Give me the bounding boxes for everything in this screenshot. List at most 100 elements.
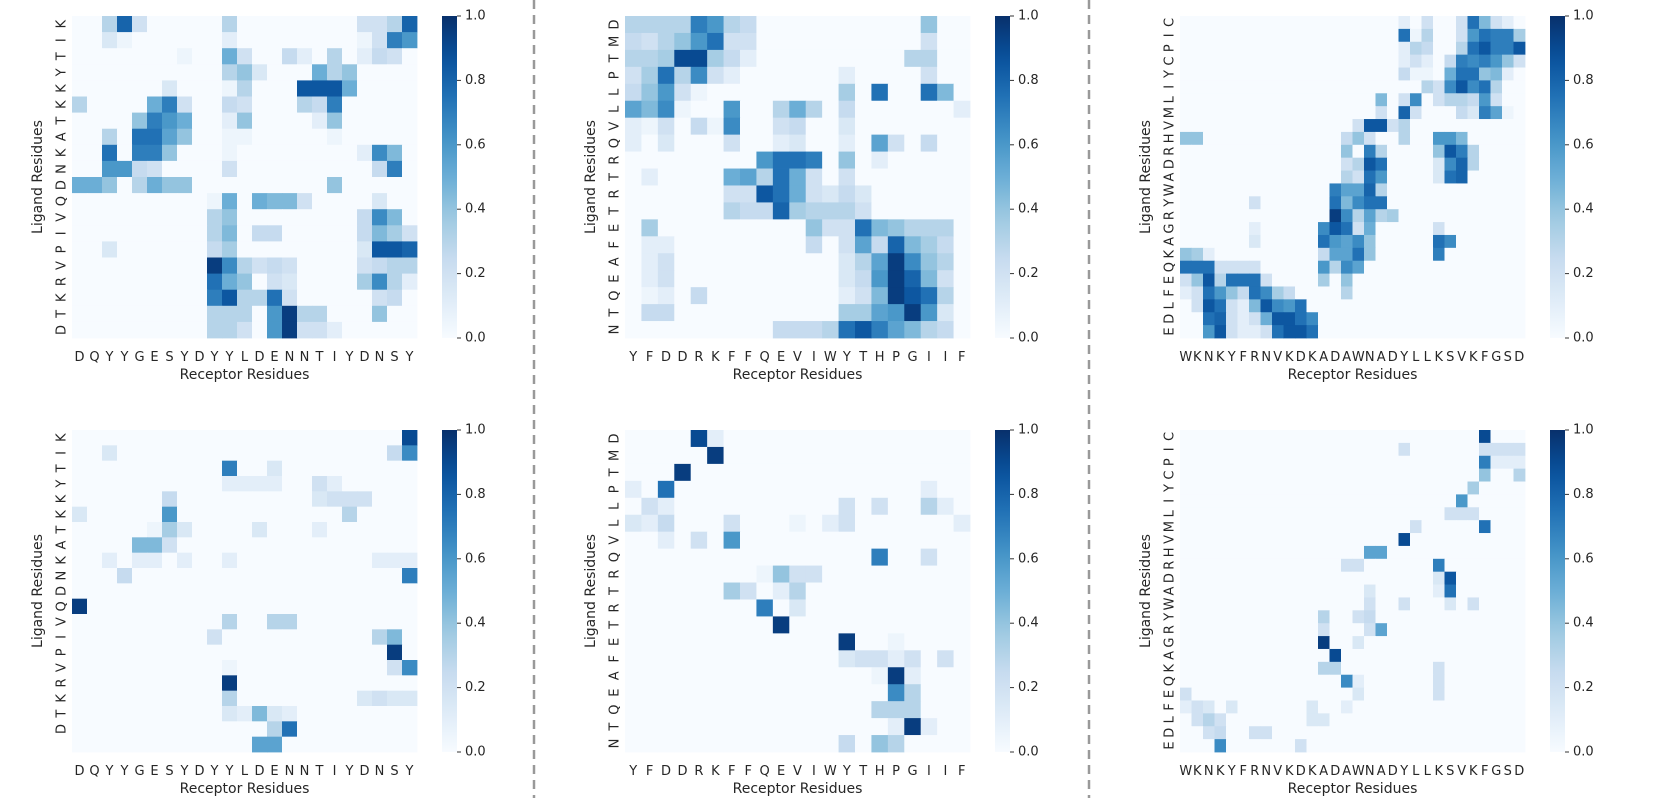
heatmap-cell [1226, 558, 1238, 573]
heatmap-cell [342, 273, 358, 291]
heatmap-cell [162, 675, 178, 692]
heatmap-cell [267, 706, 283, 722]
x-axis-title: Receptor Residues [1288, 367, 1418, 383]
heatmap-cell [1214, 325, 1227, 339]
heatmap-cell [1191, 597, 1204, 611]
heatmap-cell [1444, 623, 1457, 637]
x-tick-label: E [270, 764, 278, 779]
x-tick-label: Y [842, 764, 851, 779]
x-tick-label: L [1424, 764, 1432, 779]
heatmap-cell [657, 83, 675, 102]
heatmap-cell [723, 287, 741, 305]
heatmap-cell [1502, 468, 1514, 482]
heatmap-cell [1398, 209, 1411, 223]
heatmap-cell [1490, 636, 1503, 650]
heatmap-cell [953, 270, 971, 288]
y-tick-label: E [608, 224, 623, 232]
heatmap-cell [102, 177, 118, 194]
heatmap-cell [1306, 131, 1319, 146]
heatmap-cell [723, 650, 741, 668]
heatmap-cell [267, 289, 283, 307]
heatmap-cell [1249, 558, 1261, 573]
heatmap-cell [1214, 144, 1227, 159]
heatmap-cell [1490, 674, 1503, 688]
heatmap-cell [1421, 157, 1434, 171]
heatmap-cell [1180, 571, 1192, 585]
heatmap-cell [1237, 119, 1250, 133]
x-tick-label: W [1352, 764, 1365, 779]
heatmap-cell [1456, 16, 1468, 30]
heatmap-cell [772, 151, 790, 169]
heatmap-cell [904, 514, 922, 533]
heatmap-cell [1214, 234, 1227, 249]
heatmap-cell [904, 718, 922, 736]
heatmap-cell [625, 66, 642, 85]
heatmap-cell [1364, 468, 1376, 482]
heatmap-cell [953, 185, 971, 203]
heatmap-cell [222, 160, 238, 178]
heatmap-cell [1214, 636, 1227, 650]
heatmap-cell [707, 616, 724, 634]
heatmap-cell [953, 236, 971, 254]
heatmap-cell [1502, 571, 1514, 585]
heatmap-cell [222, 289, 238, 307]
heatmap-cell [1375, 234, 1388, 249]
heatmap-cell [1272, 739, 1284, 753]
x-tick-label: F [728, 350, 735, 365]
heatmap-cell [237, 736, 253, 753]
heatmap-cell [625, 304, 642, 322]
heatmap-cell [387, 289, 403, 307]
heatmap-cell [222, 736, 238, 753]
heatmap-cell [87, 241, 103, 258]
heatmap-cell [1387, 67, 1399, 81]
heatmap-cell [312, 257, 328, 274]
heatmap-cell [327, 289, 343, 307]
heatmap-cell [805, 219, 823, 237]
heatmap-cell [312, 614, 328, 630]
heatmap-cell [789, 735, 807, 753]
heatmap-cell [1444, 545, 1457, 560]
heatmap-cell [1272, 520, 1284, 534]
heatmap-cell [1398, 597, 1411, 611]
heatmap-cell [1341, 545, 1353, 560]
heatmap-cell [740, 202, 757, 220]
heatmap-cell [740, 321, 757, 339]
heatmap-cell [1226, 648, 1238, 663]
heatmap-cell [1260, 623, 1273, 637]
heatmap-cell [1513, 170, 1526, 184]
heatmap-cell [937, 49, 954, 68]
heatmap-cell [1295, 533, 1307, 547]
heatmap-cell [707, 253, 724, 271]
heatmap-cell [297, 321, 313, 339]
heatmap-cell [690, 219, 708, 237]
heatmap-cell [1490, 131, 1503, 146]
x-tick-label: S [1446, 764, 1454, 779]
heatmap-cell [1329, 80, 1342, 94]
colorbar-tick-label: 0.6 [465, 551, 486, 566]
heatmap-cell [1226, 661, 1238, 676]
heatmap-cell [1272, 597, 1284, 611]
heatmap-cell [1329, 648, 1342, 663]
heatmap-cell [1180, 597, 1192, 611]
heatmap-cell [1398, 687, 1411, 701]
heatmap-cell [855, 430, 872, 448]
heatmap-cell [657, 701, 675, 719]
heatmap-cell [1272, 700, 1284, 714]
heatmap-cell [1352, 325, 1365, 339]
y-tick-label: H [1163, 547, 1178, 557]
heatmap-cell [312, 225, 328, 242]
heatmap-cell [237, 209, 253, 226]
heatmap-cell [1203, 661, 1215, 676]
heatmap-cell [1226, 430, 1238, 444]
heatmap-cell [372, 476, 388, 492]
heatmap-cell [1433, 481, 1445, 495]
heatmap-cell [1237, 209, 1250, 223]
heatmap-cell [72, 522, 88, 538]
heatmap-cell [87, 80, 103, 97]
heatmap-cell [822, 304, 839, 322]
heatmap-panel-bottom-center: Y F D D R K F F Q E V I W Y T H P G I I FDMTPLLVQRTRTEFAEQTN… [583, 423, 1039, 798]
heatmap-cell [1444, 93, 1457, 107]
heatmap-cell [192, 506, 208, 523]
heatmap-cell [1295, 119, 1307, 133]
heatmap-cell [372, 721, 388, 738]
